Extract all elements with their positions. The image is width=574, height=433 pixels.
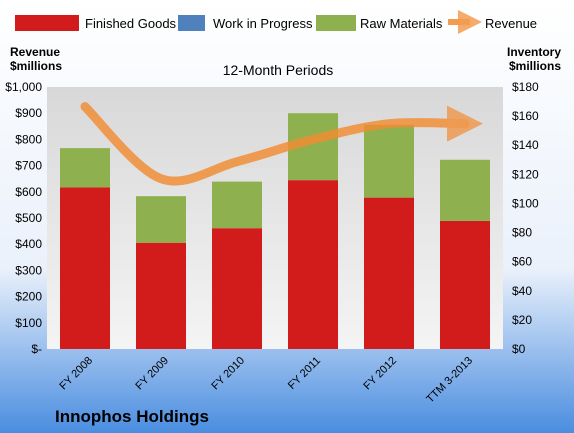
left-tick-label: $- — [31, 342, 42, 356]
right-tick-label: $60 — [512, 255, 532, 269]
left-axis-label-line1: Revenue — [10, 45, 60, 59]
bar-finished-goods — [288, 180, 338, 349]
legend-label-finished-goods: Finished Goods — [85, 16, 177, 31]
right-tick-label: $80 — [512, 226, 532, 240]
bar-finished-goods — [440, 220, 490, 349]
legend: Finished Goods Work in Progress Raw Mate… — [15, 10, 537, 34]
right-tick-label: $160 — [512, 109, 539, 123]
bar-raw-materials — [212, 181, 262, 229]
bar-raw-materials — [364, 124, 414, 198]
left-tick-label: $400 — [15, 237, 42, 251]
legend-swatch-finished-goods — [15, 15, 79, 31]
bar-raw-materials — [136, 196, 186, 243]
left-tick-label: $600 — [15, 185, 42, 199]
right-axis-ticks: $0 $20 $40 $60 $80 $100 $120 $140 $160 $180 — [512, 80, 539, 356]
chart-title: 12-Month Periods — [223, 62, 334, 78]
bar-finished-goods — [60, 187, 110, 349]
left-tick-label: $200 — [15, 290, 42, 304]
right-axis-label-line1: Inventory — [507, 45, 561, 59]
legend-label-raw-materials: Raw Materials — [360, 16, 443, 31]
right-tick-label: $120 — [512, 167, 539, 181]
left-tick-label: $800 — [15, 132, 42, 146]
right-tick-label: $100 — [512, 196, 539, 210]
right-tick-label: $40 — [512, 284, 532, 298]
right-tick-label: $140 — [512, 138, 539, 152]
bar-finished-goods — [136, 242, 186, 349]
right-tick-label: $0 — [512, 342, 526, 356]
bar-finished-goods — [212, 228, 262, 349]
right-tick-label: $20 — [512, 313, 532, 327]
bars — [60, 113, 490, 349]
legend-swatch-work-in-progress — [178, 15, 205, 31]
legend-swatch-raw-materials — [316, 15, 356, 31]
left-tick-label: $900 — [15, 106, 42, 120]
bar-raw-materials — [440, 159, 490, 221]
left-tick-label: $500 — [15, 211, 42, 225]
left-tick-label: $100 — [15, 316, 42, 330]
left-axis-ticks: $- $100 $200 $300 $400 $500 $600 $700 $800 $900 $1… — [5, 80, 42, 356]
legend-label-work-in-progress: Work in Progress — [213, 16, 313, 31]
left-axis-label-line2: $millions — [10, 59, 62, 73]
legend-label-revenue: Revenue — [485, 16, 537, 31]
right-tick-label: $180 — [512, 80, 539, 94]
bar-finished-goods — [364, 197, 414, 349]
revenue-line — [80, 102, 483, 186]
left-tick-label: $1,000 — [5, 80, 42, 94]
plot-area — [47, 87, 503, 349]
footer-title: Innophos Holdings — [55, 407, 209, 426]
right-axis-label-line2: $millions — [509, 59, 561, 73]
left-tick-label: $300 — [15, 263, 42, 277]
left-tick-label: $700 — [15, 159, 42, 173]
bar-raw-materials — [60, 148, 110, 188]
revenue-line-layer — [80, 102, 483, 186]
